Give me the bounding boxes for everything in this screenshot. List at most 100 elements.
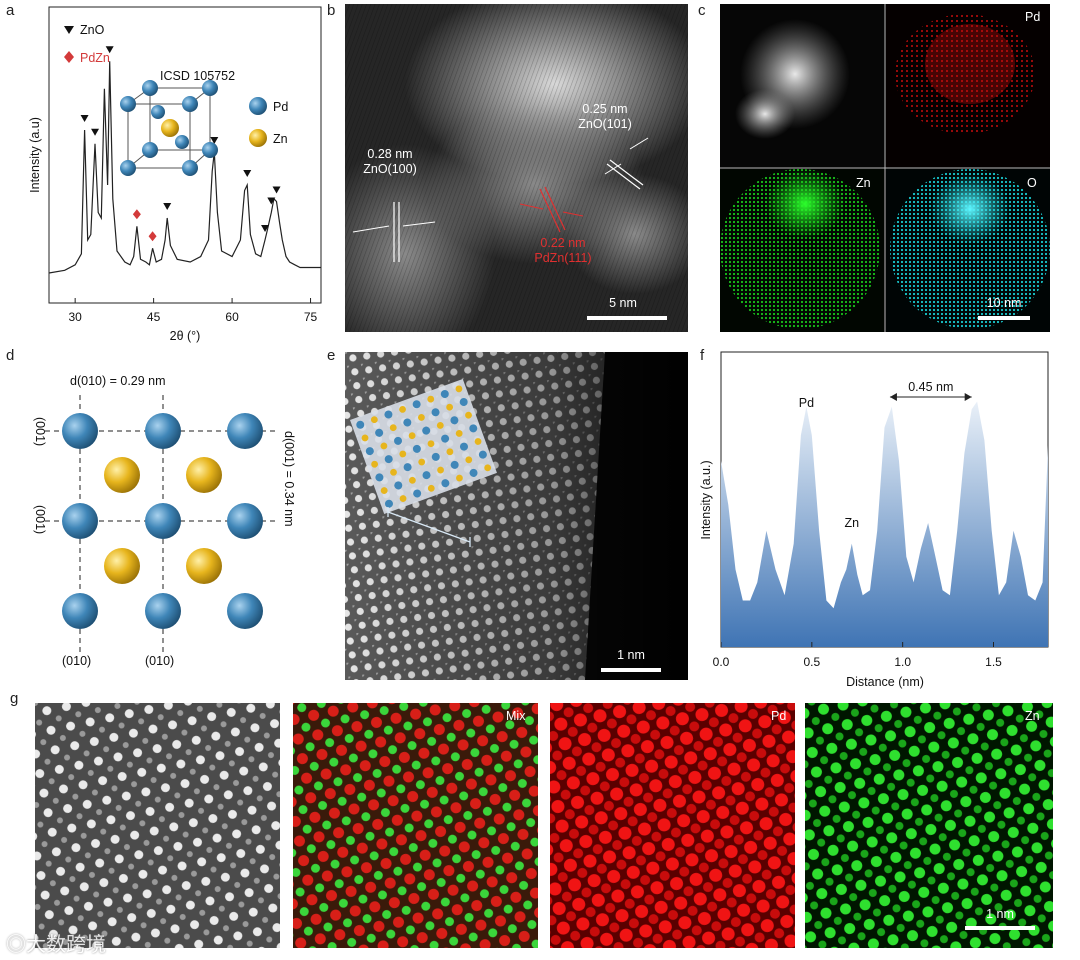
- inset-zn-atom: [371, 460, 379, 468]
- atomic-maps-row: [35, 703, 1053, 948]
- inset-zn-atom: [418, 458, 426, 466]
- lattice-d-3: 0.22 nm: [540, 236, 586, 250]
- inset-pd-atom: [403, 463, 412, 472]
- inset-pd-atom: [384, 410, 393, 419]
- inset-pd-atom: [394, 436, 403, 445]
- zno-peak-marker: [261, 225, 270, 232]
- plane-010-b: (010): [145, 654, 174, 668]
- xrd-y-label: Intensity (a.u): [28, 117, 42, 193]
- xrd-frame: [48, 6, 322, 304]
- inset-pd-atom: [459, 442, 468, 451]
- legend-zno: ZnO: [80, 23, 105, 37]
- profile-area: [721, 401, 1048, 647]
- lattice-plane-3: PdZn(111): [534, 251, 592, 265]
- map-pd: [550, 703, 795, 948]
- inset-pd-atom: [450, 416, 459, 425]
- scale-bar-e: [601, 668, 661, 672]
- inset-pd-atom: [459, 398, 468, 407]
- plane-001-b: (001): [33, 505, 47, 534]
- lattice-schematic: d(010) = 0.29 nm d(001) = 0.34 nm (001) …: [33, 374, 296, 668]
- inset-zn-atom: [408, 432, 416, 440]
- inset-zn-atom: [399, 405, 406, 413]
- lattice-label-zno101: 0.25 nm ZnO(101): [567, 102, 643, 132]
- icsd-label: ICSD 105752: [160, 69, 235, 83]
- legend-zn-atom-icon: [249, 129, 267, 147]
- xrd-tick-label: 30: [68, 310, 82, 324]
- inset-pd-atom: [441, 434, 450, 443]
- inset-atom-model: [350, 378, 497, 514]
- panel-label-c: c: [698, 2, 706, 19]
- legend-pd-atom-icon: [249, 97, 267, 115]
- scale-label-e: 1 nm: [617, 648, 645, 662]
- inset-pd-atom: [403, 418, 412, 427]
- inset-pd-atom: [413, 489, 422, 498]
- pd-atoms: [62, 413, 263, 629]
- xrd-peak-markers: [80, 46, 281, 242]
- watermark: ◎大数跨境: [6, 928, 106, 957]
- inset-pd-atom: [450, 460, 459, 469]
- inset-pd-atom: [431, 452, 440, 461]
- inset-pd-atom: [422, 426, 431, 435]
- inset-zn-atom: [390, 468, 397, 476]
- xrd-chart: 30 45 60 75 2θ (°) Intensity (a.u) ZnO PdZn…: [28, 6, 322, 343]
- inset-pd-atom: [478, 450, 487, 459]
- inset-zn-atom: [484, 464, 492, 472]
- zno-peak-marker: [267, 197, 276, 205]
- zno-peak-marker: [272, 186, 281, 194]
- inset-pd-atom: [375, 428, 384, 437]
- zn-atoms: [104, 457, 222, 584]
- profile-pd-label: Pd: [799, 396, 814, 410]
- scale-label-g: 1 nm: [986, 907, 1014, 921]
- inset-zn-atom: [437, 466, 444, 474]
- d001-label: d(001) = 0.34 nm: [282, 431, 296, 527]
- profile-tick-label: 0.0: [713, 655, 730, 669]
- watermark-text: 大数跨境: [26, 934, 106, 956]
- lattice-plane-1: ZnO(100): [363, 162, 417, 176]
- spacing-arrow-right: [964, 393, 972, 401]
- map-mix-label: Mix: [506, 709, 526, 723]
- xrd-tick-label: 75: [304, 310, 318, 324]
- panel-label-b: b: [327, 2, 336, 19]
- lattice-d-2: 0.25 nm: [582, 102, 628, 116]
- unit-cell-atoms: [120, 80, 218, 176]
- scale-label-b: 5 nm: [609, 296, 637, 310]
- inset-zn-atom: [456, 474, 463, 482]
- profile-tick-label: 1.5: [985, 655, 1002, 669]
- zno-peak-marker: [210, 137, 219, 144]
- panel-label-e: e: [327, 347, 336, 364]
- plane-010-a: (010): [62, 654, 91, 668]
- inset-zn-atom: [399, 495, 407, 502]
- zno-marker-icon: [64, 26, 74, 34]
- inset-zn-atom: [361, 434, 369, 442]
- inset-pd-atom: [384, 455, 393, 464]
- intensity-profile-chart: 0.0 0.5 1.0 1.5 Pd Zn 0.45 nm Distance (nm) I…: [699, 351, 1049, 689]
- map-pd-label: Pd: [771, 709, 787, 723]
- inset-zn-atom: [427, 440, 435, 448]
- profile-tick-label: 0.5: [803, 655, 820, 669]
- eds-zn-label: Zn: [856, 176, 871, 190]
- zno-peak-marker: [243, 170, 252, 177]
- panel-label-g: g: [10, 690, 19, 707]
- inset-pd-atom: [441, 479, 450, 488]
- xrd-x-label: 2θ (°): [170, 329, 201, 343]
- profile-x-ticks: 0.0 0.5 1.0 1.5: [713, 642, 1002, 669]
- profile-y-label: Intensity (a.u.): [699, 460, 713, 539]
- inset-zn-atom: [370, 416, 378, 424]
- inset-pd-atom: [394, 481, 403, 490]
- eds-pd-label: Pd: [1025, 10, 1041, 24]
- inset-zn-atom: [436, 422, 444, 429]
- lattice-plane-2: ZnO(101): [578, 117, 632, 131]
- eds-maps: Pd Zn O 10 nm: [720, 4, 1050, 332]
- pdzn-peak-marker: [132, 209, 141, 220]
- profile-tick-label: 1.0: [894, 655, 911, 669]
- inset-pd-atom: [440, 389, 449, 398]
- inset-zn-atom: [418, 414, 425, 421]
- eds-o-label: O: [1027, 176, 1037, 190]
- profile-zn-label: Zn: [845, 516, 860, 530]
- profile-x-label: Distance (nm): [846, 675, 924, 689]
- inset-pd-atom: [431, 408, 440, 417]
- inset-zn-atom: [380, 487, 388, 494]
- inset-zn-atom: [408, 476, 416, 484]
- map-zn-label: Zn: [1025, 709, 1040, 723]
- d010-label: d(010) = 0.29 nm: [70, 374, 166, 388]
